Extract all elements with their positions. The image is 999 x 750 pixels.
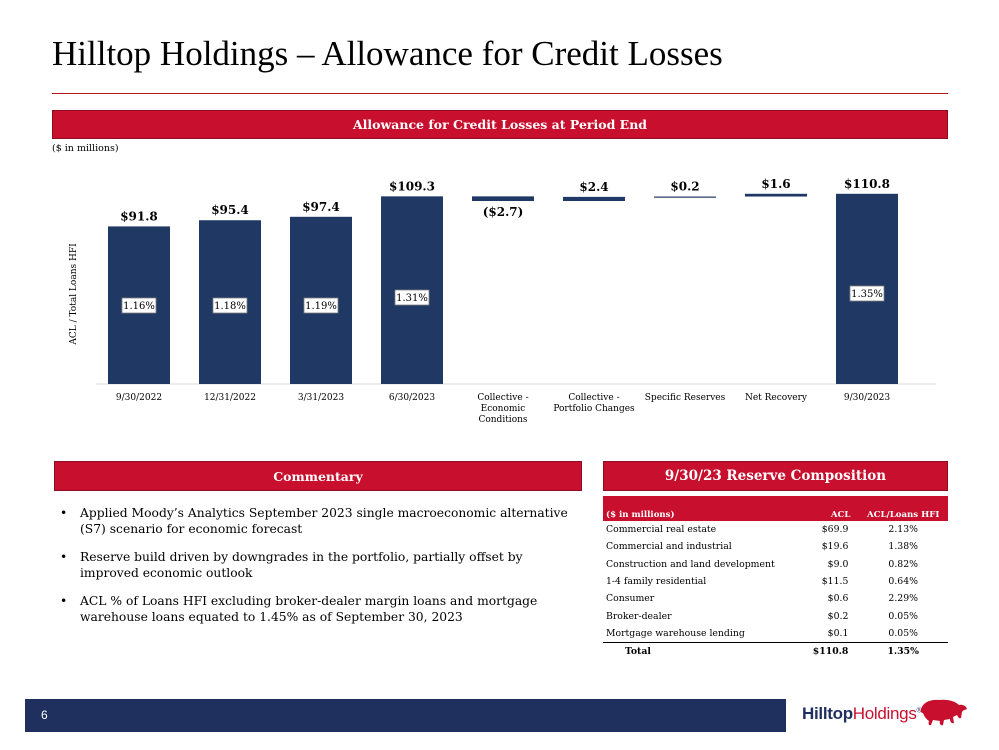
commentary-bullet: • Reserve build driven by downgrades in … <box>60 549 580 581</box>
value-label: $2.4 <box>579 180 608 194</box>
logo-text-rest: Holdings <box>852 704 917 723</box>
category-label: 12/31/2022 <box>204 393 256 403</box>
commentary-bullet-text: Reserve build driven by downgrades in th… <box>80 550 523 580</box>
footer-bar: 6 <box>25 699 786 732</box>
row-acl: $0.6 <box>827 593 849 605</box>
reserve-table: ($ in millions) ACL ACL/Loans HFI Commer… <box>603 496 948 661</box>
value-label: $91.8 <box>120 209 158 223</box>
row-label: Consumer <box>606 593 655 605</box>
col-header-ratio: ACL/Loans HFI <box>858 496 948 521</box>
total-ratio: 1.35% <box>858 642 948 661</box>
value-label: $97.4 <box>302 200 340 214</box>
category-label: Collective - <box>568 393 619 403</box>
ratio-box <box>849 285 885 302</box>
row-label: Commercial and industrial <box>606 541 732 553</box>
reserve-banner: 9/30/23 Reserve Composition <box>603 461 948 491</box>
ratio-label: 1.31% <box>396 293 428 304</box>
ratio-box <box>212 297 248 314</box>
row-label: Mortgage warehouse lending <box>606 627 745 639</box>
category-label: Specific Reserves <box>645 393 726 403</box>
table-row: Commercial real estate $69.9 2.13% <box>603 521 948 538</box>
y-axis-label: ACL / Total Loans HFI <box>69 243 79 346</box>
ratio-box <box>394 289 430 306</box>
row-label: Broker-dealer <box>606 610 672 622</box>
acl-waterfall-chart: ACL / Total Loans HFI $91.8 1.16% 9/30/202… <box>69 177 936 425</box>
value-label: $109.3 <box>389 179 435 193</box>
category-label: Conditions <box>478 415 527 425</box>
bar-5 <box>472 196 534 202</box>
logo-wordmark: HilltopHoldings® <box>802 704 922 724</box>
value-label: $1.6 <box>761 177 790 191</box>
ratio-label: 1.16% <box>123 301 155 312</box>
page-title: Hilltop Holdings – Allowance for Credit … <box>52 34 723 73</box>
category-label: 9/30/2023 <box>844 393 890 403</box>
bison-icon <box>920 699 967 726</box>
commentary-bullet: • ACL % of Loans HFI excluding broker-de… <box>60 593 580 625</box>
table-row: 1-4 family residential $11.5 0.64% <box>603 573 948 590</box>
page-number: 6 <box>41 708 48 722</box>
commentary-banner: Commentary <box>54 461 582 491</box>
ratio-label: 1.35% <box>851 289 883 300</box>
row-ratio: 0.05% <box>888 610 918 622</box>
category-label: 3/31/2023 <box>298 393 344 403</box>
value-label: $0.2 <box>670 180 699 194</box>
value-label: $110.8 <box>844 177 890 191</box>
category-label: 6/30/2023 <box>389 393 435 403</box>
row-acl: $19.6 <box>821 541 849 553</box>
bullet-symbol: • <box>60 550 68 564</box>
category-label: Portfolio Changes <box>553 404 635 414</box>
chart-banner: Allowance for Credit Losses at Period En… <box>52 110 948 139</box>
commentary-bullet-text: Applied Moody’s Analytics September 2023… <box>80 506 568 536</box>
units-note: ($ in millions) <box>52 143 119 154</box>
commentary-list: • Applied Moody’s Analytics September 20… <box>60 505 580 637</box>
category-label: Net Recovery <box>745 393 808 403</box>
bars-layer: $91.8 1.16% 9/30/2022 $95.4 1.18% 12/31/2022 $… <box>108 177 898 425</box>
value-label: ($2.7) <box>483 205 524 219</box>
row-label: Construction and land development <box>606 558 775 570</box>
row-ratio: 1.38% <box>888 541 918 553</box>
row-ratio: 0.82% <box>888 558 918 570</box>
row-acl: $0.2 <box>827 610 849 622</box>
value-label: $95.4 <box>211 203 249 217</box>
table-row: Commercial and industrial $19.6 1.38% <box>603 538 948 555</box>
col-header-units: ($ in millions) <box>603 496 803 521</box>
row-acl: $9.0 <box>827 558 849 570</box>
ratio-box <box>303 297 339 314</box>
title-divider <box>52 93 948 94</box>
row-ratio: 2.13% <box>888 524 918 536</box>
row-ratio: 0.64% <box>888 576 918 588</box>
row-acl: $0.1 <box>827 627 849 639</box>
table-row: Broker-dealer $0.2 0.05% <box>603 607 948 624</box>
table-row: Construction and land development $9.0 0… <box>603 556 948 573</box>
total-acl: $110.8 <box>802 642 859 661</box>
category-label: 9/30/2022 <box>116 393 162 403</box>
company-logo: HilltopHoldings® <box>802 695 982 735</box>
commentary-bullet-text: ACL % of Loans HFI excluding broker-deal… <box>80 594 538 624</box>
table-row: Mortgage warehouse lending $0.1 0.05% <box>603 625 948 643</box>
row-ratio: 0.05% <box>888 627 918 639</box>
category-label: Collective - <box>477 393 528 403</box>
row-acl: $69.9 <box>821 524 849 536</box>
row-label: 1-4 family residential <box>606 576 707 588</box>
reserve-header-row: ($ in millions) ACL ACL/Loans HFI <box>603 496 948 521</box>
logo-registered-mark: ® <box>916 707 922 715</box>
row-ratio: 2.29% <box>888 593 918 605</box>
commentary-bullet: • Applied Moody’s Analytics September 20… <box>60 505 580 537</box>
logo-text-bold: Hilltop <box>802 704 853 723</box>
total-label: Total <box>603 642 803 661</box>
ratio-box <box>121 297 157 314</box>
ratio-label: 1.18% <box>214 301 246 312</box>
bar-6 <box>563 196 625 202</box>
table-row: Consumer $0.6 2.29% <box>603 590 948 607</box>
total-row: Total $110.8 1.35% <box>603 642 948 661</box>
row-label: Commercial real estate <box>606 524 717 536</box>
col-header-acl: ACL <box>802 496 859 521</box>
bullet-symbol: • <box>60 506 68 520</box>
row-acl: $11.5 <box>821 576 849 588</box>
ratio-label: 1.19% <box>305 301 337 312</box>
bullet-symbol: • <box>60 594 68 608</box>
category-label: Economic <box>481 404 526 414</box>
bar-7 <box>654 196 716 198</box>
bar-8 <box>745 193 807 197</box>
